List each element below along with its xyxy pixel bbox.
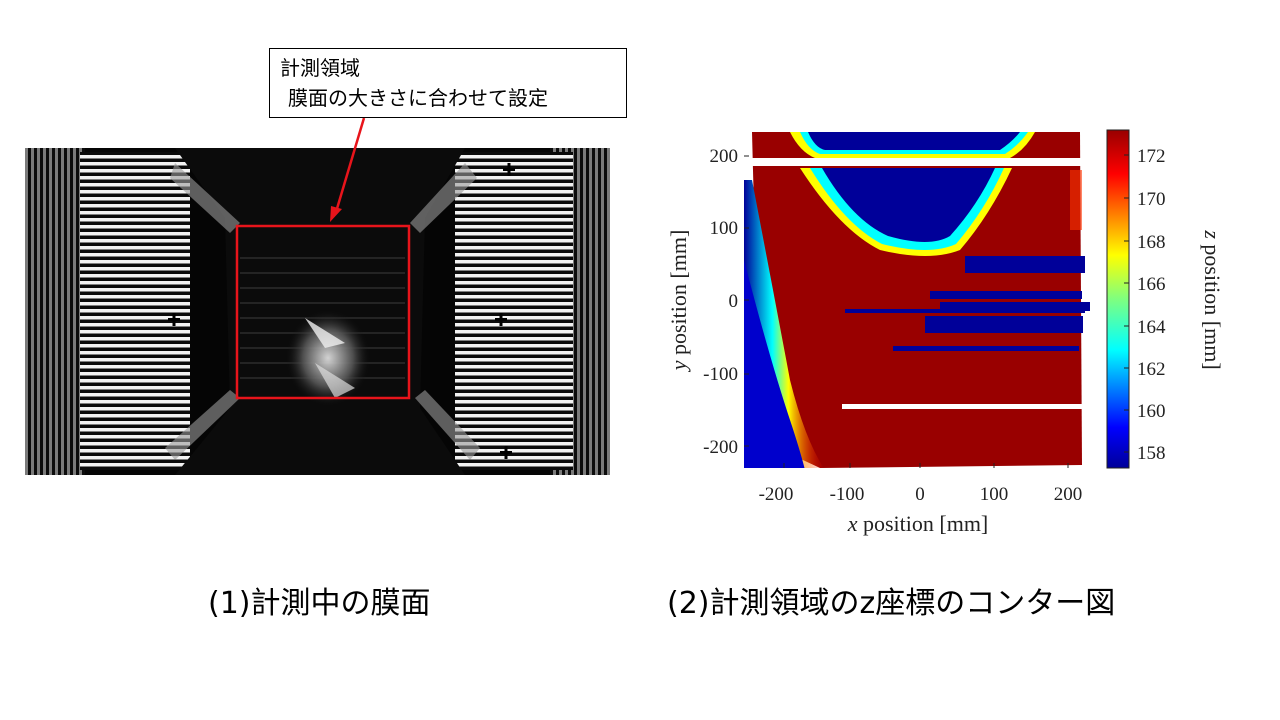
contour-plot: -200 -100 0 100 200 200 100 0 -100 -200 …	[666, 129, 1225, 536]
callout-description: 膜面の大きさに合わせて設定	[288, 86, 548, 110]
y-tick-label: 100	[710, 218, 739, 239]
x-tick-label: 200	[1054, 484, 1083, 505]
x-tick-label: 100	[980, 484, 1009, 505]
colorbar-tick-label: 158	[1137, 443, 1166, 464]
colorbar-tick-label: 162	[1137, 359, 1166, 380]
y-tick-label: 200	[710, 146, 739, 167]
x-tick-label: 0	[915, 484, 925, 505]
y-tick-label: -200	[703, 437, 738, 458]
colorbar-tick-label: 164	[1137, 317, 1166, 338]
colorbar-tick-label: 170	[1137, 189, 1166, 210]
callout-title: 計測領域	[280, 56, 360, 80]
measurement-region-box	[235, 224, 411, 400]
contour-field	[744, 130, 1098, 468]
x-axis-label: x position [mm]	[847, 511, 989, 536]
y-tick-label: 0	[729, 291, 739, 312]
colorbar	[1106, 129, 1130, 469]
caption-contour-plot: (2)計測領域のz座標のコンター図	[667, 586, 1116, 621]
y-tick-label: -100	[703, 364, 738, 385]
caption-membrane-photo: (1)計測中の膜面	[208, 586, 431, 621]
colorbar-tick-label: 160	[1137, 401, 1166, 422]
measurement-region-callout: 計測領域 膜面の大きさに合わせて設定	[269, 48, 627, 118]
x-tick-label: -100	[830, 484, 865, 505]
colorbar-tick-label: 172	[1137, 146, 1166, 167]
y-axis-label: y position [mm]	[666, 230, 691, 373]
colorbar-label: z position [mm]	[1200, 229, 1225, 369]
x-tick-label: -200	[759, 484, 794, 505]
colorbar-tick-label: 168	[1137, 232, 1166, 253]
colorbar-tick-label: 166	[1137, 274, 1166, 295]
membrane-photo	[25, 148, 610, 475]
